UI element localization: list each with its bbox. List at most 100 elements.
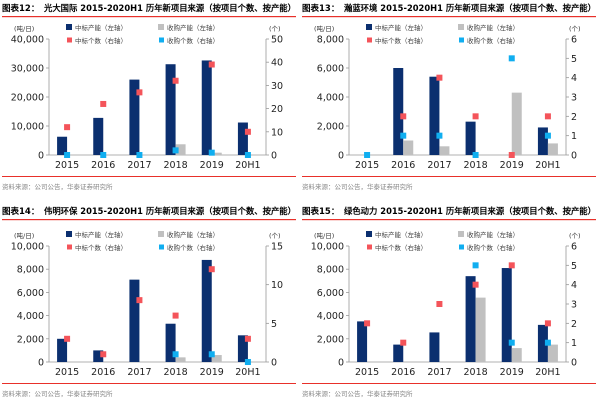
legend-swatch	[458, 24, 464, 30]
bar-acquired-capacity	[511, 92, 522, 155]
marker-won-count	[436, 74, 443, 81]
marker-acquired-count	[364, 152, 371, 158]
left-tick-label: 8,000	[317, 265, 344, 276]
marker-won-count	[544, 320, 551, 327]
bar-won-capacity	[429, 332, 440, 362]
category-label: 2017	[427, 160, 451, 171]
marker-won-count	[544, 113, 551, 120]
category-label: 2016	[391, 160, 415, 171]
bar-acquired-capacity	[175, 357, 186, 362]
legend-label: 中标产能（左轴）	[75, 23, 127, 32]
right-tick-label: 3	[571, 300, 577, 311]
bar-won-capacity	[201, 259, 212, 362]
left-axis-unit: (吨/日)	[14, 24, 34, 33]
legend-swatch	[66, 231, 72, 237]
legend-swatch	[66, 24, 72, 30]
legend-label: 中标个数（右轴）	[375, 243, 427, 252]
legend-label: 收购个数（右轴）	[167, 36, 219, 45]
right-tick-label: 4	[571, 280, 577, 291]
bar-won-capacity	[129, 279, 140, 362]
legend-marker	[367, 244, 372, 250]
marker-acquired-count	[472, 152, 479, 158]
legend-label: 中标产能（左轴）	[75, 230, 127, 239]
left-tick-label: 0	[38, 358, 44, 369]
legend-marker	[159, 37, 164, 43]
marker-won-count	[400, 339, 407, 346]
right-tick-label: 15	[271, 242, 283, 253]
legend-marker	[367, 37, 372, 43]
marker-acquired-count	[208, 351, 215, 358]
bar-won-capacity	[57, 338, 68, 362]
left-tick-label: 8,000	[317, 35, 344, 46]
legend-swatch	[158, 231, 164, 237]
marker-acquired-count	[544, 339, 551, 346]
bar-acquired-capacity	[547, 143, 558, 155]
legend-swatch	[366, 24, 372, 30]
category-label: 2017	[427, 367, 451, 378]
category-label: 20H1	[535, 160, 560, 171]
title-rule	[302, 219, 596, 221]
left-tick-label: 0	[338, 358, 344, 369]
right-axis-unit: (个)	[269, 25, 281, 33]
left-axis-unit: (吨/日)	[314, 231, 334, 240]
chart-panel-12: 图表12： 光大国际 2015-2020H1 历年新项目来源（按项目个数、按产能）…	[0, 0, 300, 203]
source-rule	[302, 176, 596, 177]
left-tick-label: 20,000	[11, 93, 44, 104]
marker-won-count	[208, 61, 215, 68]
bar-won-capacity	[501, 268, 512, 362]
bar-won-capacity	[237, 122, 248, 155]
marker-acquired-count	[172, 147, 179, 154]
marker-won-count	[436, 301, 443, 307]
bar-won-capacity	[93, 350, 104, 362]
bar-acquired-capacity	[403, 140, 414, 155]
right-tick-label: 3	[571, 93, 577, 104]
category-label: 2015	[355, 367, 379, 378]
bar-won-capacity	[465, 276, 476, 362]
legend-label: 收购产能（左轴）	[167, 23, 219, 32]
category-label: 2019	[500, 367, 524, 378]
bar-acquired-capacity	[439, 146, 450, 155]
chart-svg: 图表12： 光大国际 2015-2020H1 历年新项目来源（按项目个数、按产能）…	[2, 3, 296, 191]
marker-acquired-count	[508, 339, 515, 346]
chart-panel-14: 图表14： 伟明环保 2015-2020H1 历年新项目来源（按项目个数、按产能）…	[0, 203, 300, 406]
marker-acquired-count	[400, 132, 407, 139]
chart-svg: 图表15： 绿色动力 2015-2020H1 历年新项目来源（按项目个数、按产能）…	[302, 206, 596, 398]
left-tick-label: 4,000	[317, 311, 344, 322]
category-label: 2019	[200, 367, 224, 378]
marker-won-count	[508, 262, 515, 269]
title-rule	[2, 219, 296, 221]
title-rule	[302, 16, 596, 18]
right-tick-label: 20	[271, 104, 283, 115]
bar-won-capacity	[165, 64, 176, 155]
category-label: 2018	[163, 367, 187, 378]
marker-won-count	[172, 77, 179, 84]
category-label: 2017	[127, 367, 151, 378]
left-tick-label: 10,000	[311, 242, 344, 253]
source-note: 资料来源：公司公告，华泰证券研究所	[302, 389, 413, 398]
marker-won-count	[244, 128, 251, 135]
chart-panel-15: 图表15： 绿色动力 2015-2020H1 历年新项目来源（按项目个数、按产能）…	[300, 203, 600, 406]
right-tick-label: 6	[571, 35, 577, 46]
legend-swatch	[158, 24, 164, 30]
right-tick-label: 6	[571, 242, 577, 253]
marker-won-count	[364, 320, 371, 327]
bar-won-capacity	[57, 136, 68, 155]
chart-svg: 图表14： 伟明环保 2015-2020H1 历年新项目来源（按项目个数、按产能）…	[2, 206, 296, 398]
bar-acquired-capacity	[511, 348, 522, 362]
right-tick-label: 5	[571, 54, 577, 65]
legend-label: 中标个数（右轴）	[75, 243, 127, 252]
right-tick-label: 2	[571, 319, 577, 330]
right-axis-unit: (个)	[269, 232, 281, 240]
bar-acquired-capacity	[547, 344, 558, 362]
legend-label: 收购个数（右轴）	[467, 36, 519, 45]
bar-won-capacity	[393, 68, 404, 155]
marker-won-count	[472, 281, 479, 288]
source-note: 资料来源：公司公告，华泰证券研究所	[2, 389, 113, 398]
left-tick-label: 30,000	[11, 64, 44, 75]
chart-title: 伟明环保 2015-2020H1 历年新项目来源（按项目个数、按产能）	[44, 206, 296, 217]
marker-acquired-count	[172, 351, 179, 358]
category-label: 2019	[200, 160, 224, 171]
chart-panel-13: 图表13： 瀚蓝环境 2015-2020H1 历年新项目来源（按项目个数、按产能）…	[300, 0, 600, 203]
left-tick-label: 2,000	[317, 122, 344, 133]
marker-won-count	[244, 335, 251, 342]
